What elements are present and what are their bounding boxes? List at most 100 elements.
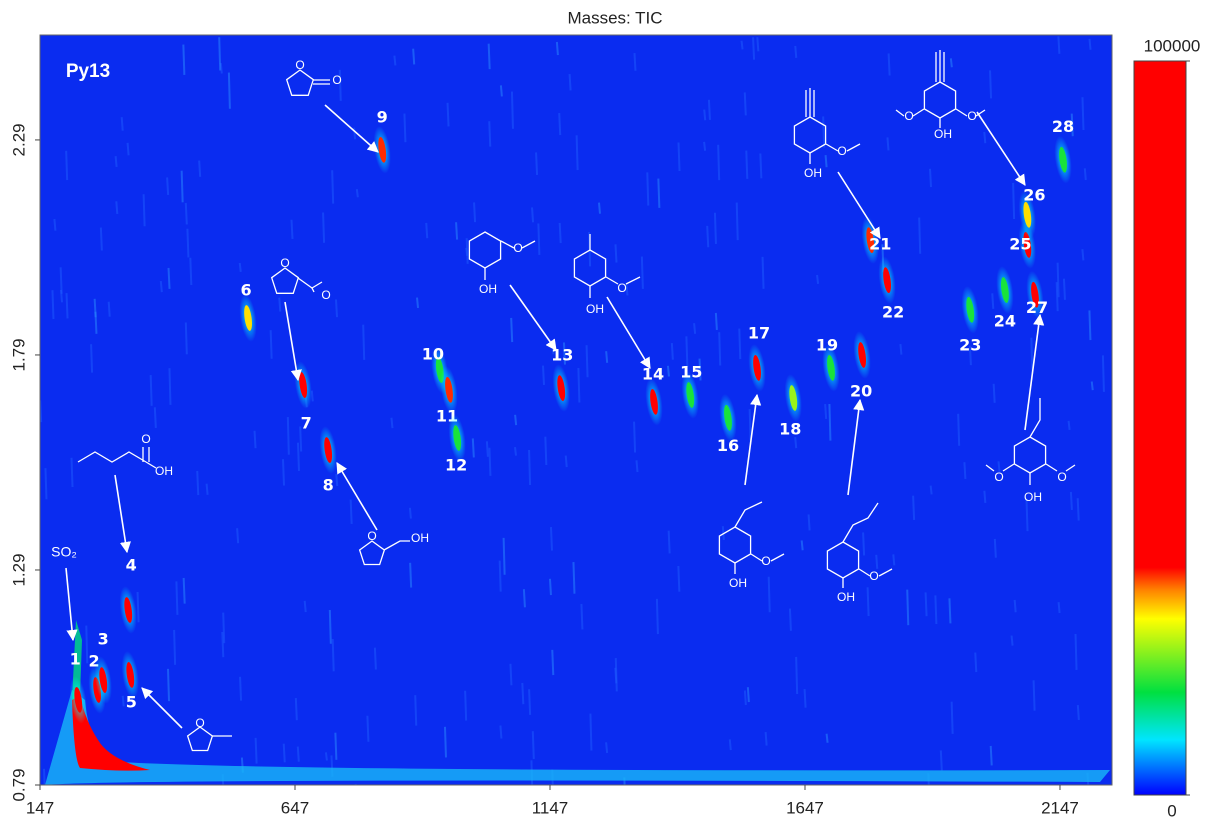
peak (124, 597, 133, 623)
texture-streak (625, 282, 629, 296)
texture-streak (299, 426, 303, 452)
atom-label: OH (804, 166, 822, 180)
peak-label: 2 (89, 651, 100, 670)
arrow (976, 111, 1026, 186)
bond (1002, 463, 1015, 472)
texture-streak (759, 153, 763, 179)
texture-streak (892, 554, 896, 566)
texture-streak (743, 690, 747, 706)
atom-label: O (367, 529, 376, 543)
texture-streak (899, 343, 903, 355)
texture-streak (875, 554, 879, 569)
texture-streak (173, 629, 177, 665)
texture-streak (929, 485, 933, 495)
texture-streak (471, 438, 475, 458)
texture-streak (1067, 420, 1071, 430)
texture-streak (929, 168, 933, 188)
texture-streak (983, 490, 987, 504)
texture-streak (70, 457, 74, 488)
y-tick-label: 0.79 (9, 768, 28, 801)
structure: O (141, 687, 232, 752)
texture-streak (866, 587, 870, 617)
texture-streak (324, 752, 328, 761)
texture-streak (667, 530, 671, 554)
texture-streak (822, 116, 826, 148)
peak-label: 24 (994, 312, 1016, 331)
texture-streak (1062, 278, 1066, 300)
peak-label: 10 (422, 345, 444, 364)
texture-streak (153, 407, 157, 428)
texture-streak (278, 297, 282, 312)
bond (311, 287, 315, 293)
bond (895, 109, 905, 117)
peak-label: 18 (779, 419, 801, 438)
texture-streak (887, 53, 891, 76)
texture-streak (414, 695, 418, 726)
texture-streak (393, 55, 397, 66)
arrow (114, 474, 131, 554)
texture-streak (485, 441, 489, 457)
arrow (606, 296, 651, 369)
atom-label: O (967, 109, 976, 123)
texture-streak (738, 328, 742, 360)
bond (750, 553, 763, 562)
texture-streak (666, 365, 670, 377)
texture-streak (1081, 249, 1085, 261)
texture-streak (443, 726, 447, 758)
ring (358, 540, 386, 566)
texture-streak (989, 70, 993, 99)
texture-streak (767, 576, 771, 613)
texture-streak (677, 565, 681, 592)
texture-streak (531, 731, 535, 759)
bond (955, 108, 968, 117)
texture-streak (412, 48, 416, 65)
texture-streak (390, 417, 394, 429)
texture-streak (549, 527, 553, 551)
texture-streak (175, 581, 179, 615)
bond (846, 143, 861, 152)
bond (500, 240, 515, 249)
peak-label: 20 (850, 381, 872, 400)
bond (734, 501, 763, 528)
texture-streak (499, 85, 503, 97)
texture-streak (227, 72, 231, 109)
texture-streak (918, 217, 922, 254)
peak (724, 404, 732, 431)
texture-streak (735, 202, 739, 241)
texture-streak (633, 421, 637, 453)
texture-streak (993, 538, 997, 558)
colorbar (1133, 60, 1187, 796)
texture-streak (537, 223, 541, 255)
texture-streak (1032, 680, 1036, 711)
texture-streak (510, 317, 514, 343)
texture-streak (269, 330, 273, 359)
structure: OH O (573, 234, 651, 369)
texture-streak (575, 135, 579, 171)
x-tick-label: 1147 (532, 798, 569, 817)
bond (1045, 463, 1058, 472)
texture-streak (1088, 310, 1092, 341)
peak (1023, 201, 1032, 228)
texture-streak (53, 218, 57, 231)
structure: O O OH (985, 313, 1076, 504)
texture-streak (1083, 168, 1087, 181)
texture-streak (303, 600, 307, 613)
peak (557, 375, 566, 401)
texture-streak (544, 436, 548, 466)
structure: O O OH (895, 50, 1026, 186)
texture-streak (65, 150, 69, 181)
texture-streak (198, 160, 202, 177)
texture-streak (51, 290, 55, 320)
texture-streak (555, 41, 559, 56)
texture-streak (713, 212, 717, 244)
peak (883, 267, 892, 294)
plot-frame (39, 34, 1113, 786)
atom-label: OH (729, 576, 747, 590)
peak-label: 23 (959, 335, 981, 354)
arrow (1024, 313, 1045, 431)
texture-streak (597, 202, 601, 214)
texture-streak (1012, 182, 1016, 219)
texture-streak (509, 663, 513, 686)
texture-streak (703, 141, 707, 151)
